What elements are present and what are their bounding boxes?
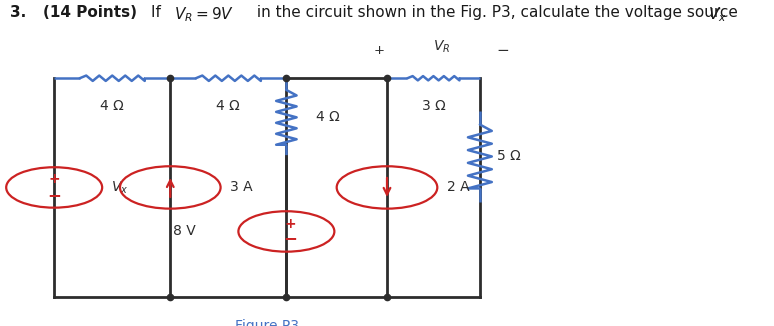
Text: If: If [151,5,166,20]
Text: 4 Ω: 4 Ω [101,99,124,113]
Text: $V_x$: $V_x$ [111,179,128,196]
Text: 4 Ω: 4 Ω [316,111,340,124]
Text: +: + [284,217,296,231]
Text: $V_R = 9V$: $V_R = 9V$ [174,5,235,23]
Text: 3.: 3. [10,5,26,20]
Text: 5 Ω: 5 Ω [497,150,521,163]
Text: 3 A: 3 A [230,181,252,194]
Text: 8 V: 8 V [173,225,196,238]
Text: −: − [283,229,297,247]
Text: −: − [497,43,509,58]
Text: 3 Ω: 3 Ω [422,99,445,113]
Text: $V_x$: $V_x$ [708,5,727,23]
Text: Figure P3: Figure P3 [235,319,299,326]
Text: −: − [47,185,61,204]
Text: (14 Points): (14 Points) [43,5,136,20]
Text: $V_R$: $V_R$ [433,39,450,55]
Text: 4 Ω: 4 Ω [217,99,240,113]
Text: +: + [48,172,60,186]
Text: 2 A: 2 A [447,181,469,194]
Text: +: + [374,44,385,57]
Text: in the circuit shown in the Fig. P3, calculate the voltage source: in the circuit shown in the Fig. P3, cal… [252,5,742,20]
